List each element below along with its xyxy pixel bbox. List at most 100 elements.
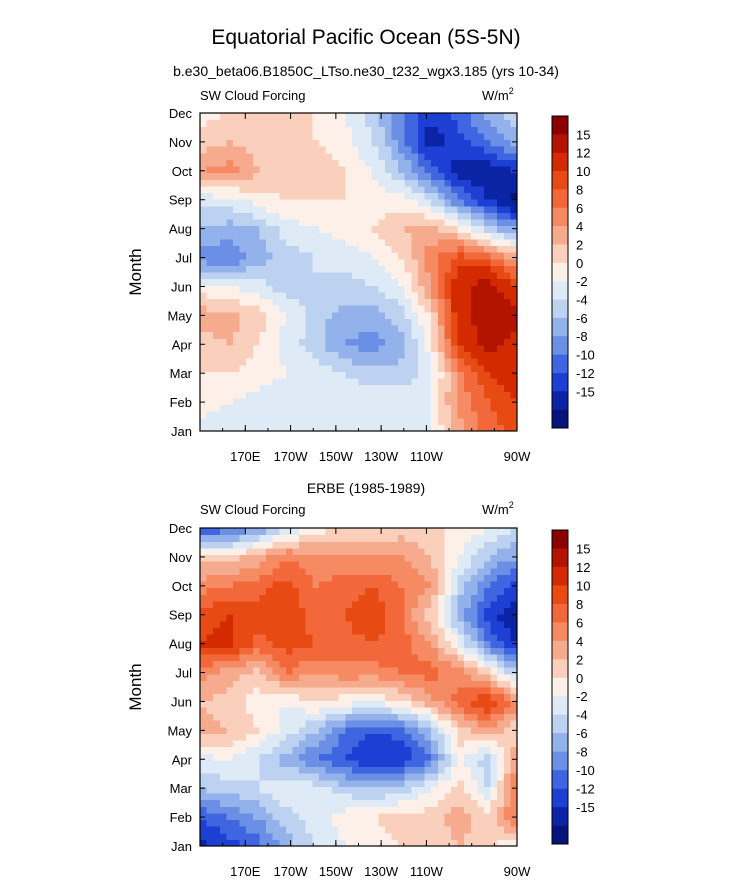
heatmap-cell [279, 607, 307, 635]
colorbar-swatch [552, 354, 568, 374]
heatmap-cell [437, 713, 465, 741]
x-tick-label: 170E [230, 864, 261, 879]
heatmap-cell [305, 740, 333, 768]
panel-title: ERBE (1985-1989) [307, 480, 425, 496]
heatmap-cell [384, 139, 412, 167]
heatmap-cell [384, 634, 412, 662]
heatmap-cell [226, 219, 254, 247]
y-tick-label: May [167, 308, 192, 323]
heatmap-cell [226, 192, 254, 220]
y-tick-label: Jun [171, 694, 192, 709]
heatmap-cell [200, 740, 228, 768]
heatmap-cell [279, 298, 307, 326]
figure-subtitle: b.e30_beta06.B1850C_LTso.ne30_t232_wgx3.… [173, 63, 559, 79]
heatmap-cell [279, 554, 307, 582]
heatmap-cell [252, 139, 280, 167]
heatmap-cell [279, 660, 307, 688]
heatmap-cell [226, 245, 254, 273]
colorbar-label: 6 [576, 615, 583, 630]
colorbar-label: 15 [576, 541, 590, 556]
colorbar-label: 6 [576, 201, 583, 216]
colorbar-swatch [552, 733, 568, 752]
heatmap-cell [279, 793, 307, 821]
colorbar-swatch [552, 409, 568, 429]
heatmap-cell [200, 325, 228, 353]
heatmap-cell [358, 245, 386, 273]
colorbar-swatch [552, 585, 568, 605]
heatmap-cell [464, 298, 492, 326]
heatmap-cell [252, 378, 280, 406]
heatmap-cell [490, 272, 518, 300]
heatmap-cell [332, 793, 360, 821]
heatmap-cell [200, 192, 228, 220]
colorbar-swatch [552, 659, 568, 679]
heatmap-cell [437, 192, 465, 220]
y-tick-label: Oct [172, 579, 193, 594]
heatmap-cell [490, 298, 518, 326]
heatmap-cell [279, 740, 307, 768]
heatmap-cell [384, 404, 412, 432]
heatmap-cell [332, 219, 360, 247]
heatmap-cell [490, 660, 518, 688]
heatmap-cell [305, 528, 333, 556]
colorbar-swatch [552, 696, 568, 716]
heatmap-cell [226, 113, 254, 141]
heatmap-cell [200, 245, 228, 273]
heatmap-cell [490, 325, 518, 353]
heatmap-cell [279, 245, 307, 273]
colorbar-label: 8 [576, 597, 583, 612]
heatmap-plot: Jan Feb Mar Apr May Jun Jul Aug Sep Oct Nov Dec Mont… [126, 106, 531, 464]
heatmap-cell [358, 298, 386, 326]
heatmap-cell [384, 272, 412, 300]
heatmap-cell [358, 325, 386, 353]
heatmap-cell [252, 298, 280, 326]
y-tick-label: Mar [170, 366, 193, 381]
heatmap-cell [464, 378, 492, 406]
panel-left-label: SW Cloud Forcing [200, 502, 305, 517]
heatmap-cell [305, 325, 333, 353]
heatmap-cell [358, 554, 386, 582]
heatmap-cell [384, 219, 412, 247]
heatmap-cell [305, 113, 333, 141]
heatmap-cell [464, 660, 492, 688]
heatmap-cell [437, 581, 465, 609]
heatmap-cell [411, 607, 439, 635]
heatmap-cell [279, 378, 307, 406]
heatmap-cell [332, 713, 360, 741]
colorbar-swatch [552, 262, 568, 282]
heatmap-cell [226, 378, 254, 406]
heatmap-cell [332, 298, 360, 326]
heatmap-cell [411, 528, 439, 556]
heatmap-cell [305, 554, 333, 582]
heatmap-cell [490, 404, 518, 432]
heatmap-cell [384, 819, 412, 847]
heatmap-cell [490, 554, 518, 582]
heatmap-cell [305, 607, 333, 635]
y-tick-label: Apr [172, 752, 193, 767]
heatmap-cell [279, 404, 307, 432]
heatmap-cell [437, 793, 465, 821]
heatmap-cell [305, 766, 333, 794]
x-tick-label: 110W [410, 449, 444, 464]
heatmap-cell [226, 298, 254, 326]
y-axis: Jan Feb Mar Apr May Jun Jul Aug Sep Oct Nov Dec [167, 106, 517, 439]
heatmap-cell [490, 687, 518, 715]
heatmap-cell [226, 554, 254, 582]
y-tick-label: Dec [169, 106, 193, 121]
heatmap-cell [358, 687, 386, 715]
heatmap-cell [490, 351, 518, 379]
heatmap-cell [200, 298, 228, 326]
heatmap-cell [305, 634, 333, 662]
heatmap-cell [411, 166, 439, 194]
heatmap-cell [332, 325, 360, 353]
heatmap-cell [464, 713, 492, 741]
heatmap-cell [411, 245, 439, 273]
heatmap-cell [279, 325, 307, 353]
x-tick-label: 170E [230, 449, 261, 464]
y-tick-label: Jul [175, 666, 192, 681]
heatmap-cell [411, 687, 439, 715]
heatmap-cell [437, 245, 465, 273]
heatmap-cell [279, 272, 307, 300]
heatmap-cell [437, 139, 465, 167]
heatmap-cell [226, 766, 254, 794]
